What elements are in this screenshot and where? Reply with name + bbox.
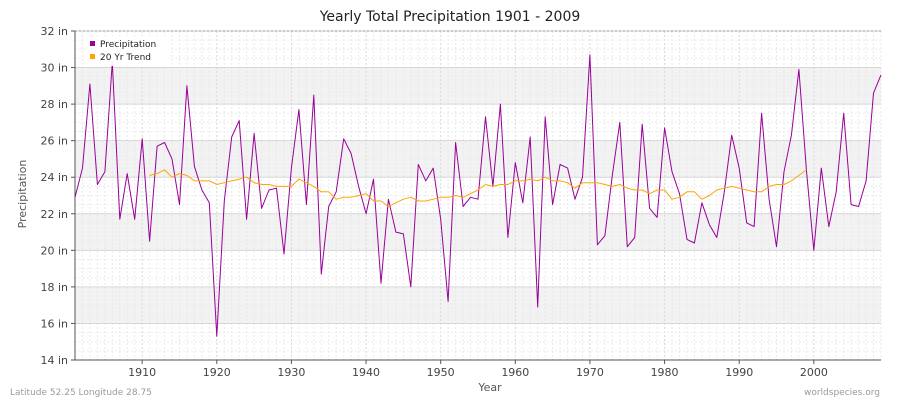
y-tick-label: 14 in — [40, 354, 68, 367]
legend-swatch-trend — [90, 54, 95, 59]
y-tick-label: 18 in — [40, 281, 68, 294]
y-tick-label: 26 in — [40, 135, 68, 148]
y-axis-label: Precipitation — [16, 160, 29, 229]
x-tick-label: 1970 — [576, 366, 604, 379]
legend-swatch-precipitation — [90, 41, 95, 46]
x-tick-label: 1990 — [725, 366, 753, 379]
x-tick-label: 1940 — [352, 366, 380, 379]
x-tick-label: 1920 — [203, 366, 231, 379]
x-tick-label: 2000 — [800, 366, 828, 379]
gridlines — [74, 30, 882, 361]
y-tick-label: 22 in — [40, 208, 68, 221]
y-tick-label: 24 in — [40, 171, 68, 184]
legend-box — [84, 36, 170, 66]
footer-coordinates: Latitude 52.25 Longitude 28.75 — [10, 388, 152, 398]
x-tick-label: 1960 — [501, 366, 529, 379]
legend-label-trend: 20 Yr Trend — [100, 53, 151, 63]
y-tick-label: 16 in — [40, 317, 68, 330]
x-axis-label: Year — [477, 381, 502, 394]
y-tick-label: 30 in — [40, 62, 68, 75]
legend: Precipitation 20 Yr Trend — [84, 36, 170, 66]
y-tick-label: 20 in — [40, 244, 68, 257]
x-tick-label: 1950 — [427, 366, 455, 379]
tick-labels: 14 in 16 in 18 in 20 in 22 in 24 in 26 in 28 in… — [40, 25, 827, 379]
y-tick-label: 28 in — [40, 98, 68, 111]
x-tick-label: 1910 — [128, 366, 156, 379]
legend-label-precipitation: Precipitation — [100, 40, 156, 50]
footer-source: worldspecies.org — [804, 388, 880, 398]
series-layer — [74, 54, 882, 337]
plot-band — [75, 67, 881, 105]
chart-title: Yearly Total Precipitation 1901 - 2009 — [319, 9, 581, 25]
x-tick-label: 1980 — [651, 366, 679, 379]
y-tick-label: 32 in — [40, 25, 68, 38]
series-line-precipitation — [74, 54, 882, 337]
series-line-20-yr-trend — [149, 169, 807, 207]
x-tick-label: 1930 — [277, 366, 305, 379]
